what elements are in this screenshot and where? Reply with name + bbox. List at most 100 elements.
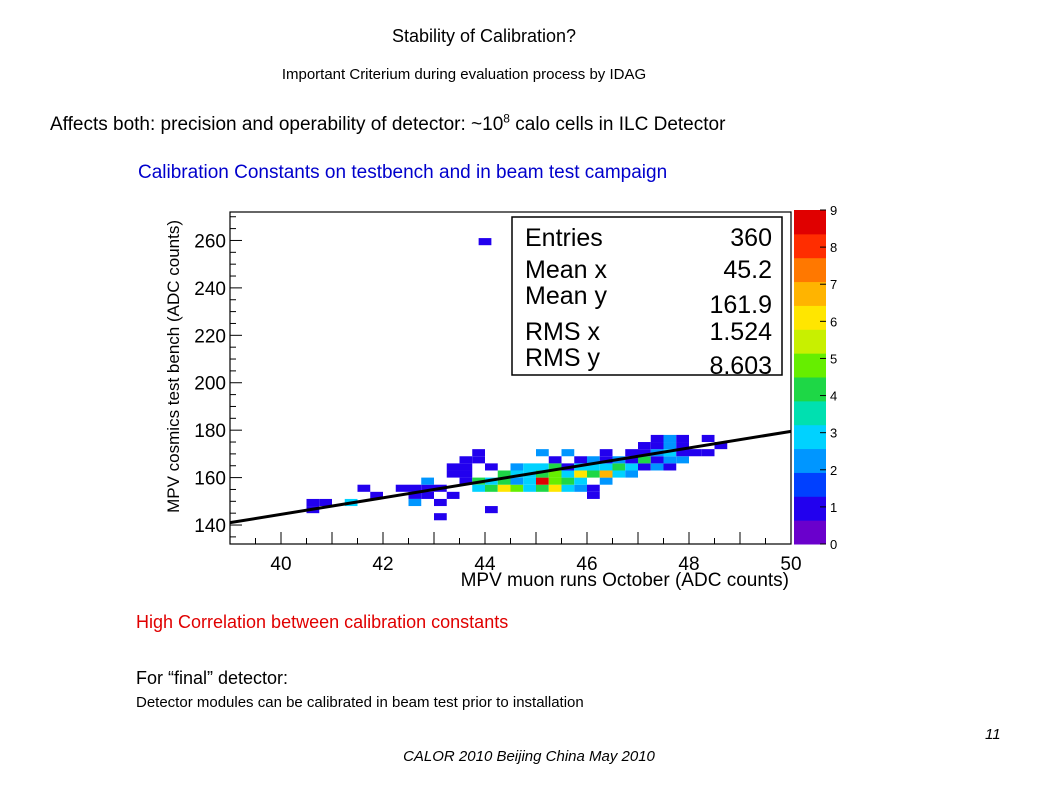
colorbar-tick-label: 8	[830, 240, 837, 255]
heatmap-bin	[536, 477, 549, 485]
stats-value: 161.9	[709, 291, 772, 319]
heatmap-bin	[663, 449, 677, 457]
heatmap-bin	[421, 484, 434, 492]
colorbar-tick-label: 0	[830, 537, 837, 552]
colorbar-tick-label: 6	[830, 314, 837, 329]
heatmap-bin	[306, 498, 320, 507]
colorbar-segment	[794, 472, 826, 497]
heatmap-bin	[446, 470, 460, 478]
colorbar-segment	[794, 400, 826, 426]
heatmap-bin	[587, 491, 600, 499]
heatmap-bin	[510, 463, 524, 471]
colorbar-tick-label: 3	[830, 426, 837, 441]
heatmap-bin	[434, 498, 447, 507]
heatmap-bin	[650, 456, 664, 464]
stats-label: Entries	[525, 224, 603, 252]
y-axis-ticks: 140 160 180 200 220 240 260	[194, 216, 242, 538]
x-axis-ticks: 40 42 44 46 48 50	[229, 532, 802, 575]
heatmap-bin	[561, 449, 575, 457]
heatmap-bin	[701, 434, 715, 443]
heatmap-bin	[485, 506, 498, 514]
heatmap-bin	[510, 470, 524, 478]
colorbar-segment	[794, 496, 826, 521]
heatmap-bin	[612, 463, 626, 471]
colorbar-tick-label: 2	[830, 463, 837, 478]
y-tick-label: 220	[194, 326, 226, 347]
x-tick-label: 42	[372, 554, 393, 575]
heatmap-bin	[638, 442, 651, 450]
heatmap-bin	[574, 470, 587, 478]
heatmap-bin	[574, 456, 587, 464]
heatmap-bin	[536, 449, 549, 457]
heatmap-bin	[650, 442, 664, 450]
heatmap-bin	[676, 434, 689, 443]
colorbar: 0 1 2 3 4 5 6 7 8 9	[794, 203, 837, 552]
affects-exponent: 8	[503, 111, 510, 126]
heatmap-bin	[459, 470, 473, 478]
stats-box: Entries 360 Mean x 45.2 Mean y 161.9 RMS x 1.52…	[511, 216, 783, 380]
x-tick-label: 48	[678, 554, 699, 575]
heatmap-bin	[459, 456, 473, 464]
affects-suffix: calo cells in ILC Detector	[509, 114, 726, 135]
heatmap-bin	[689, 449, 702, 457]
heatmap-bin	[663, 463, 677, 471]
fit-line	[229, 429, 792, 525]
colorbar-segment	[794, 353, 826, 378]
heatmap-bin	[663, 456, 677, 464]
heatmap-bin	[625, 449, 638, 457]
heatmap-bin	[612, 470, 626, 478]
y-tick-label: 200	[194, 374, 226, 395]
affects-statement: Affects both: precision and operability …	[50, 111, 726, 136]
slide-subtitle: Important Criterium during evaluation pr…	[281, 66, 647, 83]
heatmap-bin	[548, 477, 562, 485]
calibration-heading: Calibration Constants on testbench and i…	[138, 162, 668, 183]
y-tick-label: 240	[194, 279, 226, 300]
footer-conference: CALOR 2010 Beijing China May 2010	[403, 748, 655, 765]
heatmap-bin	[459, 463, 473, 471]
heatmap-bin	[625, 456, 638, 464]
colorbar-segment	[794, 281, 826, 306]
heatmap-bin	[421, 491, 434, 499]
affects-prefix: Affects both: precision and operability …	[50, 114, 504, 135]
colorbar-segment	[794, 448, 826, 473]
heatmap-bin	[587, 470, 600, 478]
stats-value: 360	[730, 224, 772, 252]
heatmap-bin	[650, 434, 664, 443]
heatmap-bin	[587, 456, 600, 464]
heatmap-bin	[574, 484, 587, 492]
colorbar-segment	[794, 257, 826, 283]
heatmap-bin	[599, 470, 613, 478]
heatmap-bin	[650, 463, 664, 471]
colorbar-segment	[794, 424, 826, 450]
heatmap-bin	[408, 498, 422, 507]
heatmap-bin	[587, 463, 600, 471]
heatmap-bin	[561, 477, 575, 485]
heatmap-bin	[446, 463, 460, 471]
colorbar-tick-label: 4	[830, 389, 837, 404]
heatmap-bin	[472, 456, 485, 464]
heatmap-bin	[459, 477, 473, 485]
colorbar-segment	[794, 329, 826, 354]
heatmap-bin	[638, 456, 651, 464]
heatmap-bin	[370, 491, 383, 499]
colorbar-segment	[794, 377, 826, 402]
heatmap-bin	[676, 442, 689, 450]
final-detector-label: For “final” detector:	[136, 668, 289, 688]
heatmap-bin	[319, 498, 332, 507]
stats-label: RMS x	[525, 318, 601, 346]
heatmap-bin	[523, 477, 536, 485]
heatmap-bin	[408, 484, 422, 492]
heatmap-bin	[472, 484, 485, 492]
stats-value: 45.2	[723, 256, 772, 284]
heatmap-bin	[676, 449, 689, 457]
stats-label: Mean y	[525, 282, 607, 310]
colorbar-segment	[794, 520, 826, 545]
heatmap-bin	[548, 463, 562, 471]
heatmap-bin	[561, 484, 575, 492]
heatmap-bin	[485, 463, 498, 471]
colorbar-tick-label: 7	[830, 277, 837, 292]
heatmap-bin	[421, 477, 434, 485]
heatmap-bin	[574, 477, 587, 485]
heatmap-bin	[599, 463, 613, 471]
heatmap-bin	[536, 463, 549, 471]
